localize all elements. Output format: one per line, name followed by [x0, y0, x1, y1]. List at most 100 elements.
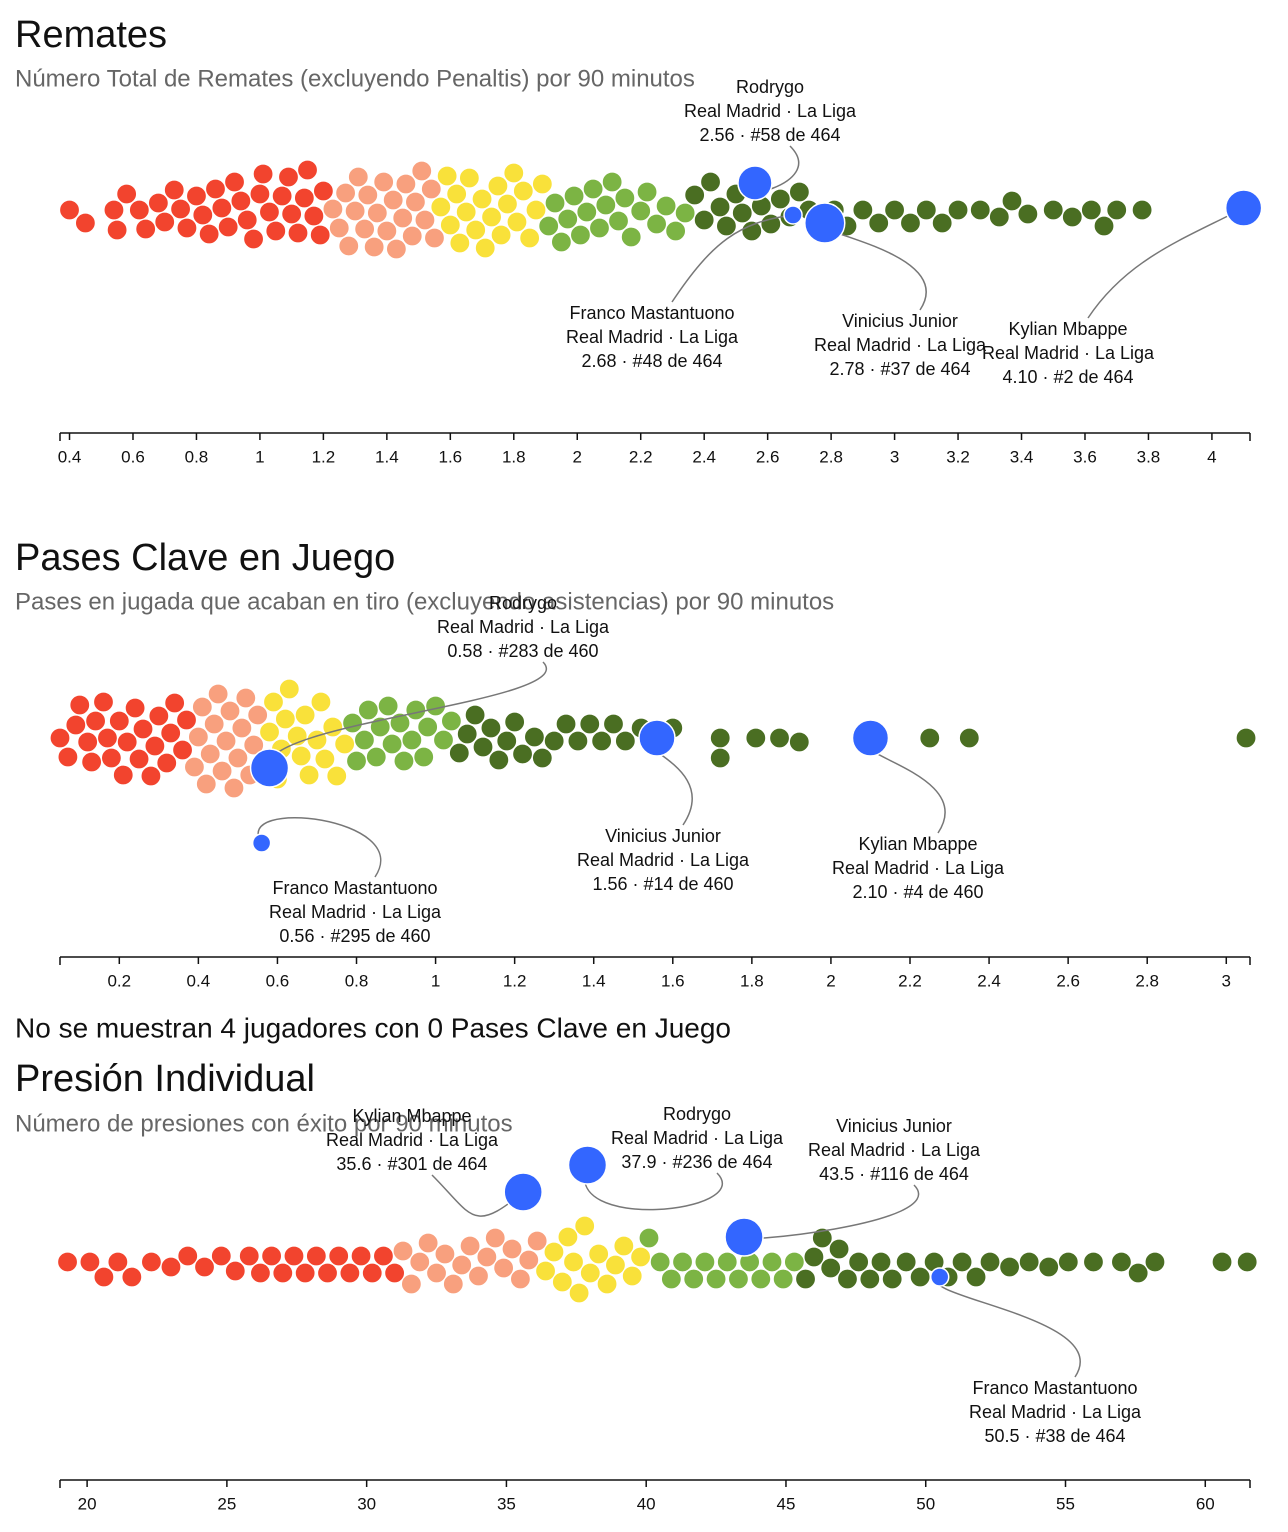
- player-dot: [488, 749, 510, 771]
- connector: [583, 1164, 723, 1211]
- player-dot: [630, 200, 652, 222]
- player-dot: [848, 1251, 870, 1273]
- player-dot: [283, 1245, 305, 1267]
- player-dot: [425, 1262, 448, 1284]
- player-dot: [604, 1254, 627, 1276]
- player-dot: [434, 1243, 456, 1265]
- highlight-dot: [724, 1217, 764, 1257]
- player-dot: [493, 1257, 515, 1279]
- player-dot: [1131, 199, 1153, 221]
- player-dot: [176, 217, 198, 239]
- player-dot: [341, 712, 364, 734]
- player-dot: [401, 225, 423, 247]
- x-tick-label: 2.8: [1135, 971, 1159, 990]
- player-dot: [591, 730, 613, 752]
- player-dot: [195, 773, 217, 795]
- player-dot: [395, 173, 417, 195]
- player-team: Real Madrid · La Liga: [326, 1130, 499, 1150]
- x-tick-label: 3: [1222, 971, 1231, 990]
- player-dot: [550, 231, 572, 253]
- player-dot: [164, 692, 186, 714]
- player-dot: [345, 750, 368, 772]
- player-name: Franco Mastantuono: [272, 878, 437, 898]
- highlight-dot: [251, 833, 272, 853]
- player-dot: [361, 1262, 383, 1284]
- player-dot: [579, 713, 601, 735]
- player-dot: [439, 214, 461, 236]
- player-dot: [741, 220, 763, 242]
- player-dot: [211, 197, 233, 219]
- player-dot: [140, 765, 162, 787]
- player-dot: [480, 206, 503, 228]
- player-dot: [372, 1245, 395, 1267]
- player-dot: [449, 232, 471, 254]
- player-dot: [731, 202, 753, 224]
- player-dot: [344, 200, 366, 222]
- player-dot: [77, 731, 99, 753]
- player-dot: [357, 184, 379, 206]
- player-name: Kylian Mbappe: [1008, 319, 1127, 339]
- swarm: [56, 1215, 1258, 1304]
- player-dot: [1236, 1251, 1258, 1273]
- swarm: [58, 159, 1261, 260]
- player-dot: [506, 211, 528, 233]
- player-dot: [1144, 1251, 1166, 1273]
- player-dot: [272, 1262, 294, 1284]
- player-dot: [567, 730, 589, 752]
- player-dot: [193, 1256, 216, 1278]
- player-dot: [140, 1251, 163, 1273]
- player-dot: [568, 1282, 590, 1304]
- player-dot: [1001, 190, 1023, 212]
- player-dot: [65, 714, 87, 736]
- player-dot: [881, 1268, 903, 1290]
- x-tick-label: 25: [217, 1494, 236, 1513]
- player-dot: [309, 224, 331, 246]
- player-dot: [423, 227, 446, 249]
- player-team: Real Madrid · La Liga: [684, 101, 857, 121]
- player-dot: [783, 1251, 805, 1273]
- player-dot: [811, 1227, 833, 1249]
- player-dot: [543, 730, 565, 752]
- player-team: Real Madrid · La Liga: [969, 1402, 1142, 1422]
- player-dot: [376, 220, 398, 242]
- highlight-dot: [929, 1267, 950, 1287]
- player-dot: [249, 1262, 272, 1284]
- player-dot: [504, 711, 526, 733]
- player-dot: [413, 746, 435, 768]
- player-dot: [116, 731, 138, 753]
- player-dot: [121, 1266, 143, 1288]
- connector: [1087, 207, 1244, 319]
- player-dot: [543, 1241, 565, 1263]
- player-dot: [424, 695, 447, 717]
- player-team: Real Madrid · La Liga: [982, 343, 1155, 363]
- player-dot: [490, 224, 512, 246]
- x-tick-label: 3.8: [1137, 447, 1161, 466]
- player-dot: [305, 1245, 327, 1267]
- player-dot: [852, 199, 874, 221]
- player-dot: [745, 727, 767, 749]
- player-dot: [788, 181, 810, 203]
- x-tick-label: 0.2: [107, 971, 131, 990]
- player-dot: [947, 199, 969, 221]
- player-dot: [414, 209, 436, 231]
- player-dot: [384, 1262, 406, 1284]
- player-dot: [183, 756, 206, 778]
- player-dot: [177, 1245, 199, 1267]
- player-dot: [1057, 1251, 1079, 1273]
- player-dot: [1110, 1251, 1133, 1273]
- player-team: Real Madrid · La Liga: [808, 1140, 981, 1160]
- player-dot: [750, 1268, 772, 1290]
- player-dot: [298, 764, 320, 786]
- player-dot: [290, 745, 312, 767]
- player-dot: [163, 179, 185, 201]
- player-dot: [404, 191, 427, 213]
- player-dot: [451, 1254, 473, 1276]
- x-tick-label: 0.4: [187, 971, 211, 990]
- player-dot: [1211, 1251, 1233, 1273]
- player-dot: [870, 1251, 892, 1273]
- player-dot: [185, 185, 208, 207]
- player-dot: [322, 198, 344, 220]
- player-dot: [474, 237, 496, 259]
- player-dot: [293, 187, 315, 209]
- player-dot: [249, 183, 271, 205]
